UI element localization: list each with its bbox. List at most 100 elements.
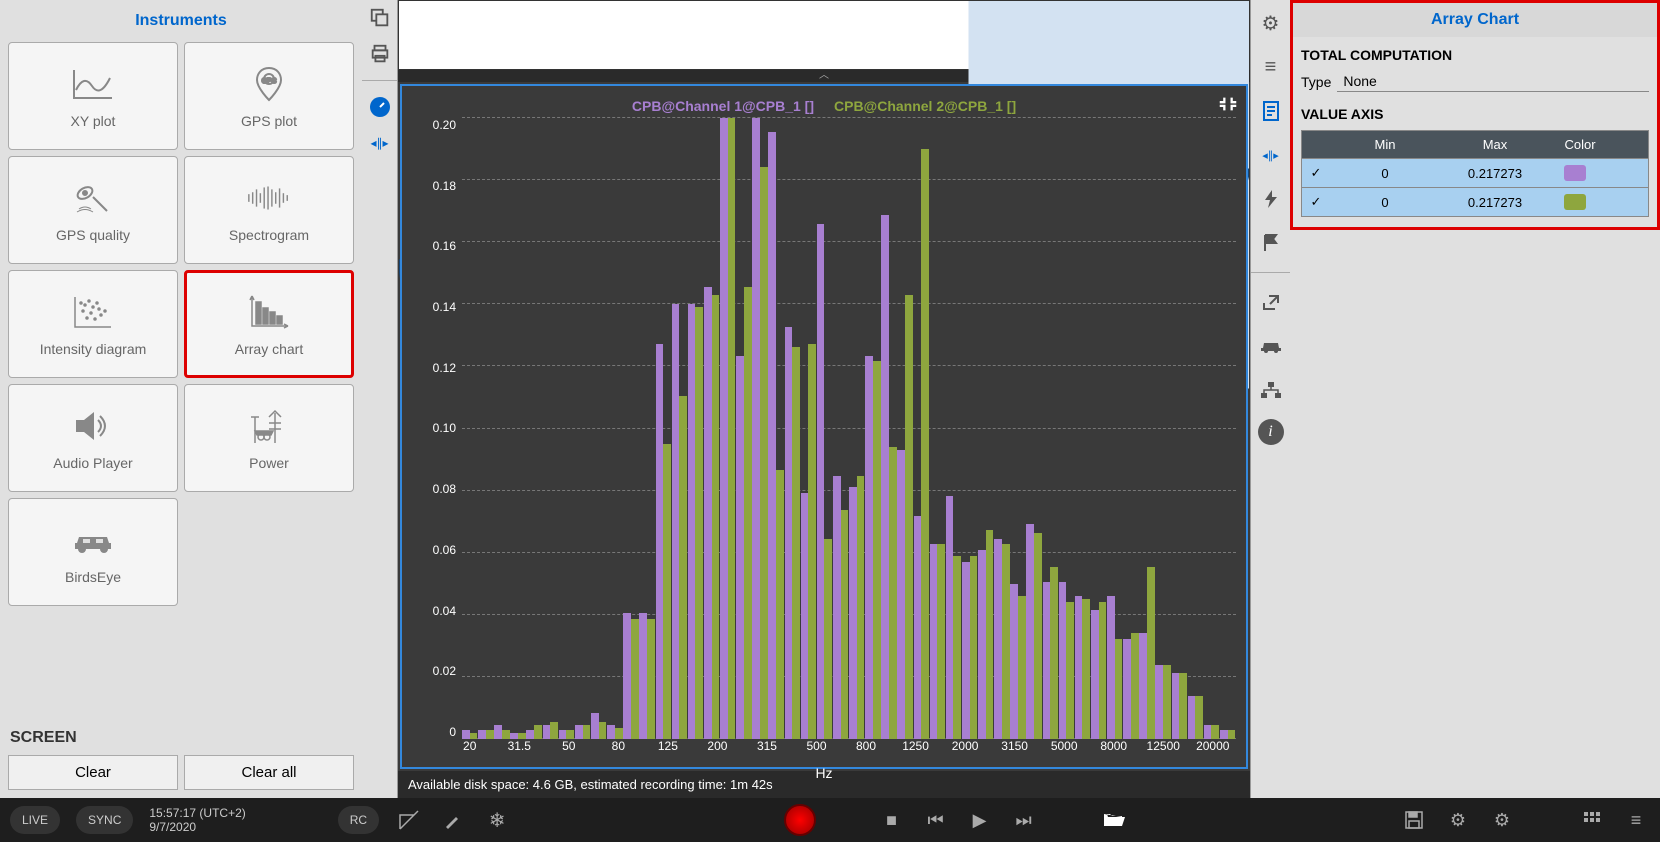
row-color[interactable] <box>1550 194 1600 210</box>
prev-icon[interactable]: ⏮ <box>922 806 950 834</box>
row-min: 0 <box>1330 189 1440 216</box>
bar-series2 <box>663 444 671 739</box>
bar-series2 <box>1147 567 1155 739</box>
bar-series2 <box>1082 599 1090 739</box>
instrument-array-chart[interactable]: Array chart <box>184 270 354 378</box>
bar-series2 <box>921 149 929 739</box>
bar-series1 <box>1075 596 1083 739</box>
col-max: Max <box>1440 131 1550 158</box>
print-icon[interactable] <box>366 40 394 68</box>
row-checkbox[interactable]: ✓ <box>1302 188 1330 216</box>
folder-open-icon[interactable] <box>1100 806 1128 834</box>
grid-icon[interactable] <box>1578 806 1606 834</box>
xy-plot-icon <box>69 63 117 105</box>
flag-icon[interactable] <box>1256 228 1286 258</box>
legend-item[interactable]: CPB@Channel 2@CPB_1 [] <box>834 98 1016 114</box>
chart-legend: CPB@Channel 1@CPB_1 [] CPB@Channel 2@CPB_… <box>412 94 1236 118</box>
x-label: Hz <box>815 765 832 781</box>
instrument-xy-plot[interactable]: XY plot <box>8 42 178 150</box>
bar-series2 <box>1050 567 1058 739</box>
col-color: Color <box>1550 131 1610 158</box>
row-checkbox[interactable]: ✓ <box>1302 159 1330 187</box>
ruler-icon[interactable] <box>395 806 423 834</box>
left-tool-column: ◂∥▸ <box>362 0 398 798</box>
network-icon[interactable] <box>1256 375 1286 405</box>
bar-series2 <box>1034 533 1042 739</box>
settings-gear-icon-2[interactable]: ⚙ <box>1488 806 1516 834</box>
x-tick: 500 <box>806 739 826 753</box>
wand-icon[interactable] <box>439 806 467 834</box>
instrument-intensity-diagram[interactable]: Intensity diagram <box>8 270 178 378</box>
bar-series2 <box>889 447 897 739</box>
bar-series2 <box>679 396 687 739</box>
gear-icon[interactable]: ⚙ <box>1256 8 1286 38</box>
x-axis: 2031.55080125200315500800125020003150500… <box>462 739 1236 759</box>
live-button[interactable]: LIVE <box>10 806 60 834</box>
bar-series1 <box>1204 725 1212 739</box>
bar-series1 <box>1107 596 1115 739</box>
legend-item[interactable]: CPB@Channel 1@CPB_1 [] <box>632 98 814 114</box>
clear-button[interactable]: Clear <box>8 755 178 790</box>
instrument-spectrogram[interactable]: Spectrogram <box>184 156 354 264</box>
x-tick: 80 <box>612 739 625 753</box>
document-icon[interactable] <box>1256 96 1286 126</box>
bar-series2 <box>486 730 494 739</box>
timeline[interactable]: 0:400:501:001:101:201:30 <box>398 0 1250 70</box>
instrument-audio-player[interactable]: Audio Player <box>8 384 178 492</box>
snowflake-icon[interactable]: ❄ <box>483 806 511 834</box>
bar-series2 <box>534 725 542 739</box>
bar-series1 <box>462 730 470 739</box>
share-icon[interactable] <box>1256 287 1286 317</box>
lightning-icon[interactable] <box>1256 184 1286 214</box>
row-color[interactable] <box>1550 165 1600 181</box>
list-icon[interactable]: ≡ <box>1256 52 1286 82</box>
instrument-gps-plot[interactable]: GPSGPS plot <box>184 42 354 150</box>
bar-series2 <box>583 725 591 739</box>
bar-series2 <box>1066 602 1074 739</box>
clear-all-button[interactable]: Clear all <box>184 755 354 790</box>
bar-series1 <box>1188 696 1196 739</box>
value-row[interactable]: ✓ 0 0.217273 <box>1302 187 1648 216</box>
value-row[interactable]: ✓ 0 0.217273 <box>1302 158 1648 187</box>
sync-button[interactable]: SYNC <box>76 806 133 834</box>
total-computation-label: TOTAL COMPUTATION <box>1293 37 1657 67</box>
bar-series1 <box>559 730 567 739</box>
bar-series1 <box>994 539 1002 739</box>
bar-series1 <box>1123 639 1131 739</box>
instruments-title: Instruments <box>4 4 358 38</box>
next-icon[interactable]: ⏭ <box>1010 806 1038 834</box>
settings-gear-icon[interactable]: ⚙ <box>1444 806 1472 834</box>
instrument-power[interactable]: Power <box>184 384 354 492</box>
bar-series2 <box>599 722 607 739</box>
x-tick: 20 <box>463 739 476 753</box>
bar-series2 <box>1099 602 1107 739</box>
stop-icon[interactable]: ■ <box>878 806 906 834</box>
row-max: 0.217273 <box>1440 160 1550 187</box>
menu-icon[interactable]: ≡ <box>1622 806 1650 834</box>
type-select[interactable]: None <box>1337 71 1649 92</box>
instrument-birdseye[interactable]: BirdsEye <box>8 498 178 606</box>
bar-series2 <box>970 556 978 739</box>
car-icon[interactable] <box>1256 331 1286 361</box>
play-icon[interactable]: ▶ <box>966 806 994 834</box>
bar-series1 <box>833 476 841 739</box>
windows-icon[interactable] <box>366 4 394 32</box>
nav-arrows-icon[interactable]: ◂∥▸ <box>366 129 394 157</box>
collapse-icon[interactable] <box>1216 92 1240 116</box>
info-icon[interactable]: i <box>1258 419 1284 445</box>
bar-series1 <box>1220 730 1228 739</box>
bar-series1 <box>575 725 583 739</box>
bar-series1 <box>946 496 954 739</box>
nav-arrows-icon-2[interactable]: ◂∥▸ <box>1256 140 1286 170</box>
bar-series2 <box>841 510 849 739</box>
birdseye-icon <box>69 519 117 561</box>
bar-series1 <box>688 304 696 739</box>
x-tick: 2000 <box>952 739 979 753</box>
record-button[interactable] <box>784 804 816 836</box>
rc-button[interactable]: RC <box>338 806 379 834</box>
instrument-gps-quality[interactable]: GPS quality <box>8 156 178 264</box>
plot-area <box>462 118 1236 739</box>
gauge-icon[interactable] <box>366 93 394 121</box>
value-axis-table: Min Max Color ✓ 0 0.217273 ✓ 0 0.217273 <box>1301 130 1649 217</box>
save-icon[interactable] <box>1400 806 1428 834</box>
